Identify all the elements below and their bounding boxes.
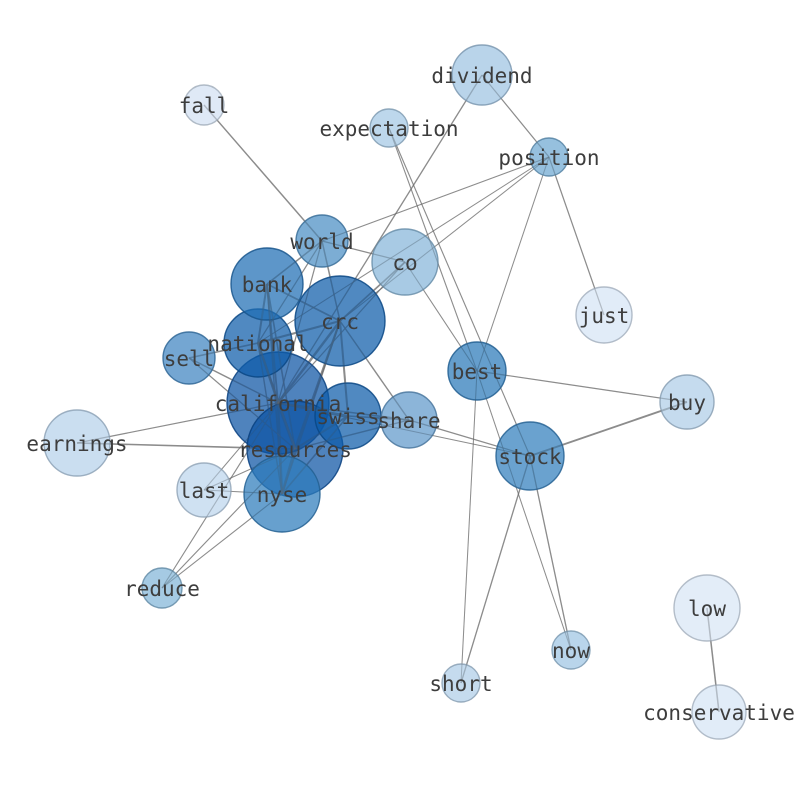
node-last[interactable] [176, 462, 232, 518]
edge-position-crc-overlay [339, 156, 550, 322]
node-low[interactable] [673, 574, 741, 642]
edge-reduce-california-overlay [161, 402, 279, 589]
edge-reduce-resources-overlay [161, 448, 296, 589]
node-dividend[interactable] [451, 44, 513, 106]
node-crc[interactable] [294, 275, 386, 367]
node-best[interactable] [447, 341, 507, 401]
edge-crc-national-overlay [257, 320, 341, 344]
edge-national-resources-overlay [257, 342, 296, 450]
edge-share-stock-overlay [408, 419, 531, 457]
edge-stock-now-overlay [529, 455, 572, 651]
edge-swiss-share-overlay [347, 415, 410, 421]
edge-position-best [476, 156, 550, 372]
edge-crc-california-overlay [277, 320, 341, 404]
edge-california-swiss-overlay [277, 401, 349, 418]
edge-bank-national-overlay [257, 283, 268, 344]
edge-co-crc-overlay [339, 261, 406, 322]
edge-expectation-stock [388, 127, 531, 457]
node-stock[interactable] [495, 421, 565, 491]
edge-position-best-overlay [476, 156, 550, 372]
node-reduce[interactable] [141, 567, 183, 609]
node-just[interactable] [575, 286, 633, 344]
edge-layer-over [76, 74, 720, 713]
node-sell[interactable] [162, 331, 216, 385]
edge-dividend-position-overlay [481, 74, 550, 158]
edge-expectation-best-overlay [388, 127, 478, 372]
edge-fall-world [203, 104, 323, 242]
edge-resources-nyse-overlay [280, 448, 297, 495]
edge-bank-nyse-overlay [266, 283, 283, 495]
edge-fall-world-overlay [203, 104, 323, 242]
edge-sell-resources-overlay [188, 357, 296, 450]
edge-world-co-overlay [321, 240, 406, 263]
edge-low-conservative-overlay [706, 607, 720, 713]
node-short[interactable] [441, 663, 481, 703]
edge-national-sell-overlay [188, 342, 259, 359]
edge-co-best-overlay [404, 261, 478, 372]
edge-earnings-california-overlay [76, 402, 279, 444]
edge-crc-swiss-overlay [339, 320, 349, 417]
edge-position-world-overlay [321, 156, 550, 242]
edge-reduce-nyse-overlay [161, 493, 283, 589]
node-bank[interactable] [230, 247, 304, 321]
node-nyse[interactable] [243, 455, 321, 533]
edge-best-now [476, 370, 572, 651]
node-earnings[interactable] [43, 409, 111, 477]
edge-buy-stock-overlay [529, 401, 688, 457]
edge-bank-resources-overlay [266, 283, 296, 450]
edge-california-last-overlay [203, 402, 279, 491]
node-share[interactable] [380, 391, 438, 449]
node-position[interactable] [529, 137, 569, 177]
edge-dividend-california-overlay [277, 74, 483, 404]
edge-swiss-resources-overlay [294, 415, 349, 450]
node-layer [43, 44, 747, 740]
edge-national-california-overlay [256, 342, 280, 404]
edge-co-california-overlay [277, 261, 406, 404]
edge-swiss-nyse-overlay [281, 415, 349, 495]
edge-bank-crc-overlay [266, 283, 341, 322]
node-buy[interactable] [659, 374, 715, 430]
edge-world-crc-overlay [321, 240, 341, 322]
node-world[interactable] [295, 214, 349, 268]
edge-best-now-overlay [476, 370, 572, 651]
node-conservative[interactable] [691, 684, 747, 740]
node-now[interactable] [551, 630, 591, 670]
edge-last-resources-overlay [203, 448, 296, 491]
edge-best-short-overlay [460, 370, 478, 684]
edge-share-resources-overlay [294, 419, 410, 450]
edge-california-share-overlay [277, 402, 410, 421]
edge-world-national-overlay [257, 240, 323, 344]
edge-stock-short-overlay [460, 455, 531, 684]
edge-last-nyse-overlay [203, 489, 283, 495]
edge-position-just-overlay [548, 156, 605, 316]
node-fall[interactable] [183, 84, 225, 126]
edge-california-stock-overlay [277, 402, 531, 457]
edge-crc-share-overlay [339, 320, 410, 421]
edge-earnings-resources-overlay [76, 442, 296, 450]
edge-california-nyse-overlay [276, 402, 284, 495]
edge-bank-california-overlay [266, 283, 279, 404]
node-co[interactable] [371, 228, 439, 296]
edge-expectation-stock-overlay [388, 127, 531, 457]
node-expectation[interactable] [369, 108, 409, 148]
edge-world-bank-overlay [266, 240, 323, 285]
edge-buy-best-overlay [476, 370, 688, 403]
edge-position-national-overlay [257, 156, 550, 344]
edge-best-short [460, 370, 478, 684]
edge-crc-nyse-overlay [281, 320, 341, 495]
edge-crc-resources-overlay [293, 320, 342, 450]
edge-sell-california-overlay [188, 357, 279, 404]
edge-buy-best [476, 370, 688, 403]
edge-national-nyse-overlay [257, 342, 283, 495]
edge-position-world [321, 156, 550, 242]
edge-world-california-overlay [277, 240, 323, 404]
edge-california-resources-overlay [276, 402, 297, 450]
